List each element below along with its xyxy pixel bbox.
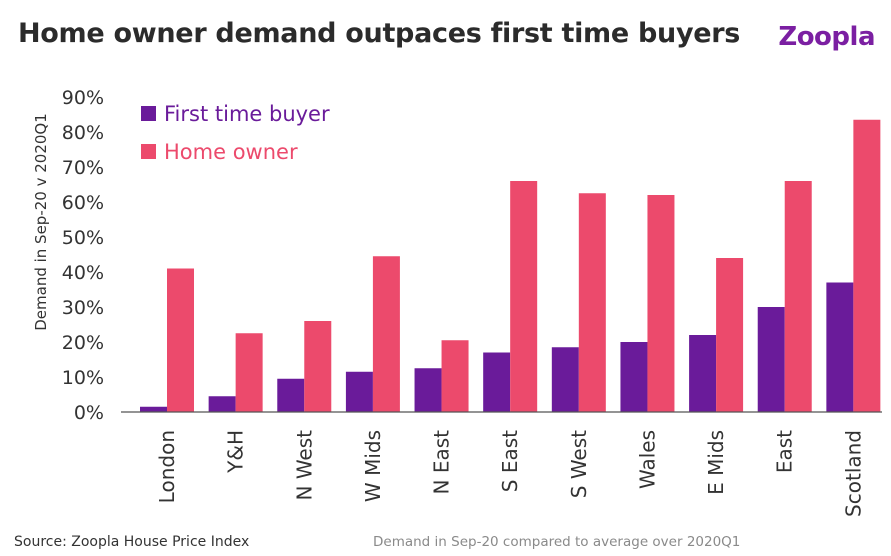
bar-home-owner (304, 321, 332, 412)
y-tick-label: 30% (62, 297, 104, 319)
bar-first-time-buyer (551, 347, 579, 412)
x-tick-label: E Mids (704, 430, 728, 495)
x-tick-label: N West (292, 430, 316, 501)
y-tick-label: 80% (62, 122, 104, 144)
y-tick-label: 90% (62, 87, 104, 109)
bar-home-owner (372, 256, 400, 412)
bar-home-owner (510, 181, 538, 412)
y-tick-label: 60% (62, 192, 104, 214)
bar-first-time-buyer (345, 371, 373, 412)
y-tick-label: 20% (62, 332, 104, 354)
demand-note: Demand in Sep-20 compared to average ove… (373, 534, 741, 550)
y-tick-label: 40% (62, 262, 104, 284)
legend-label-home-owner: Home owner (164, 140, 298, 164)
y-tick-label: 70% (62, 157, 104, 179)
x-tick-label: Scotland (841, 430, 865, 517)
bar-home-owner (647, 195, 675, 412)
zoopla-logo: Zoopla (778, 22, 875, 52)
bar-first-time-buyer (483, 352, 511, 412)
x-tick-label: Wales (635, 430, 659, 489)
y-tick-label: 0% (74, 402, 104, 424)
bar-first-time-buyer (826, 282, 854, 412)
legend-label-first-time-buyer: First time buyer (164, 102, 330, 126)
bar-home-owner (784, 181, 812, 412)
bar-home-owner (441, 340, 469, 412)
bar-first-time-buyer (208, 396, 236, 412)
source-note: Source: Zoopla House Price Index (14, 534, 250, 550)
bar-first-time-buyer (277, 378, 305, 412)
x-tick-label: N East (430, 430, 454, 495)
x-tick-label: Y&H (224, 430, 248, 474)
y-tick-label: 10% (62, 367, 104, 389)
bar-home-owner (235, 333, 263, 412)
bar-first-time-buyer (620, 342, 648, 412)
legend-swatch-first-time-buyer (141, 106, 156, 121)
y-axis-label: Demand in Sep-20 v 2020Q1 (32, 113, 50, 331)
x-tick-label: London (155, 430, 179, 503)
x-tick-label: W Mids (361, 430, 385, 502)
x-tick-label: S West (567, 430, 591, 498)
chart-title: Home owner demand outpaces first time bu… (18, 18, 741, 49)
y-tick-label: 50% (62, 227, 104, 249)
x-tick-label: East (773, 430, 797, 473)
x-tick-label: S East (498, 430, 522, 492)
bar-first-time-buyer (757, 307, 785, 412)
bar-first-time-buyer (414, 368, 442, 412)
bar-first-time-buyer (140, 406, 167, 412)
legend-swatch-home-owner (141, 144, 156, 159)
bar-home-owner (578, 193, 606, 412)
bar-home-owner (853, 119, 881, 412)
bar-first-time-buyer (689, 335, 717, 412)
bar-home-owner (167, 268, 194, 412)
bar-home-owner (716, 258, 744, 412)
